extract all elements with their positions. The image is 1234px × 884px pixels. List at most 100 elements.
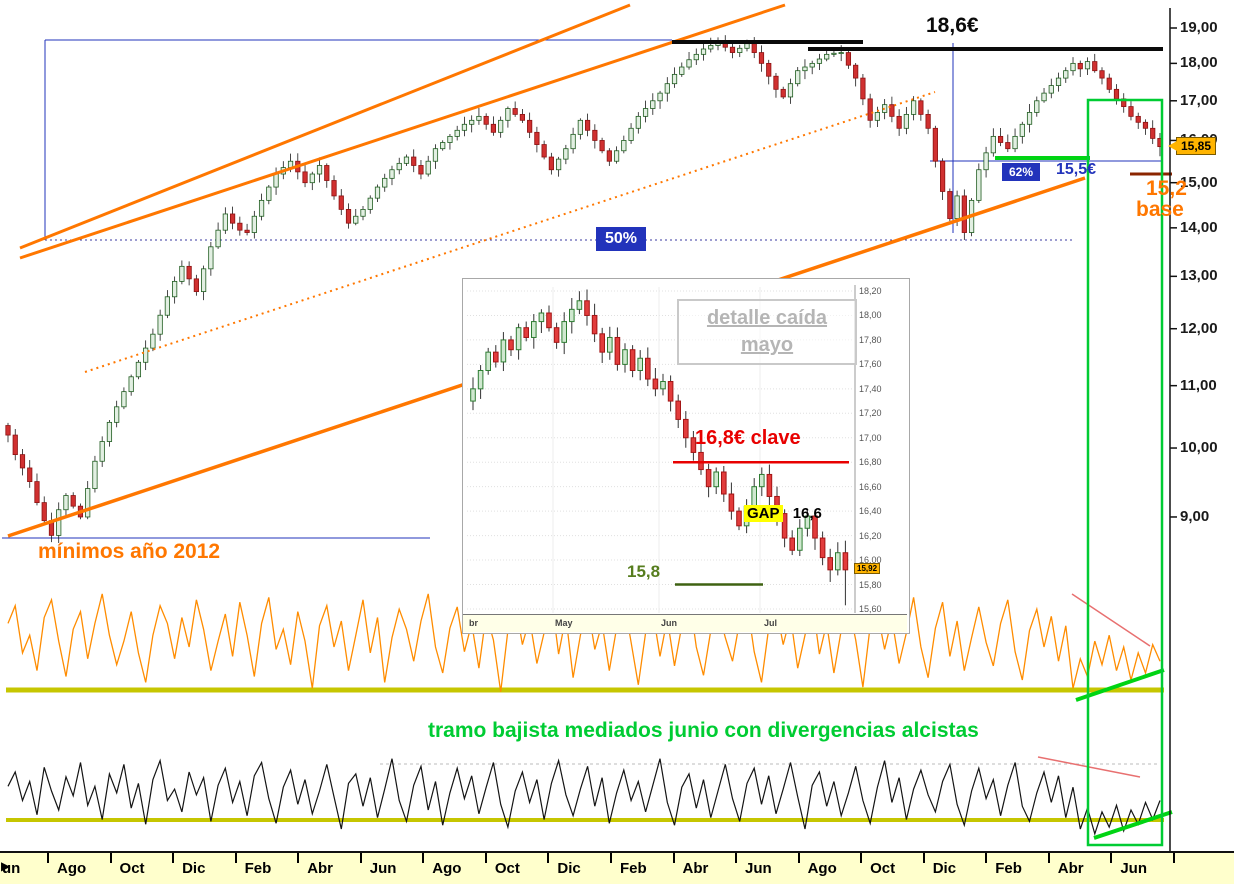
x-axis-label: Oct (119, 860, 145, 877)
inset-key-level-label[interactable]: 16,8€ clave (695, 427, 801, 449)
x-axis-label: Dic (182, 860, 206, 877)
x-axis-label: Ago (432, 860, 462, 877)
x-axis-tick (1047, 853, 1050, 863)
x-axis-tick (1110, 853, 1113, 863)
inset-x-axis-label: Jul (764, 618, 778, 628)
y-axis-tick: 13,00 (1180, 267, 1218, 285)
inset-detail-panel: detalle caída mayo 16,8€ clave GAP 16,6 … (462, 278, 910, 634)
x-axis-tick (172, 853, 175, 863)
support-price-label[interactable]: 15,5€ (1056, 161, 1097, 178)
scroll-arrow-icon[interactable]: ▶ (1, 859, 11, 873)
y-axis-tick: 10,00 (1180, 439, 1218, 457)
x-axis-label: Abr (307, 860, 334, 877)
bullish-divergence-line-osc2[interactable] (1093, 810, 1173, 840)
x-axis-label: Oct (870, 860, 896, 877)
resistance-price-label[interactable]: 18,6€ (926, 14, 979, 37)
inset-x-axis-label: Jun (661, 618, 678, 628)
x-axis-tick (109, 853, 112, 863)
x-axis-label: Abr (1057, 860, 1084, 877)
last-price-tag: 15,85 (1168, 137, 1217, 155)
inset-y-axis-tick: 17,60 (859, 359, 882, 370)
oscillator-black-line (7, 758, 1161, 836)
inset-y-axis-tick: 17,80 (859, 334, 882, 345)
x-axis-label: Oct (494, 860, 520, 877)
gap-price-label: 16,6 (792, 505, 822, 522)
x-axis-tick (484, 853, 487, 863)
inset-title-line1: detalle caída (706, 307, 828, 329)
x-axis-tick (797, 853, 800, 863)
inset-x-axis-label: br (469, 618, 478, 628)
base-price-label[interactable]: 15,2 (1146, 177, 1187, 200)
y-axis-tick: 17,00 (1180, 91, 1218, 109)
x-axis-tick (359, 853, 362, 863)
fib-62-badge[interactable]: 62% (1002, 163, 1041, 181)
inset-y-axis-tick: 17,40 (859, 383, 882, 394)
x-axis-label: Jun (745, 860, 772, 877)
x-axis-tick (860, 853, 863, 863)
time-axis: ▶ un Ago Oct Dic Feb Abr Jun Ago Oct Dic Feb Abr Jun… (0, 853, 1234, 884)
fib-retracement-lines (2, 39, 1163, 539)
highlight-rect-june-2013[interactable] (1086, 98, 1164, 847)
gap-highlight-label: GAP (744, 505, 783, 522)
x-axis-label: Abr (682, 860, 709, 877)
y-axis-tick: 18,00 (1180, 54, 1218, 72)
inset-y-axis-tick: 17,00 (859, 432, 882, 443)
x-axis-label: Feb (244, 860, 272, 877)
x-axis-tick (297, 853, 300, 863)
inset-y-axis-tick: 16,60 (859, 481, 882, 492)
bearish-trendline-osc1[interactable] (1071, 593, 1151, 647)
inset-y-axis-tick: 18,00 (859, 310, 882, 321)
inset-y-axis-tick: 16,00 (859, 555, 882, 566)
x-axis-label: Jun (1120, 860, 1148, 877)
inset-y-axis-tick: 18,20 (859, 286, 882, 296)
y-axis-tick: 14,00 (1180, 218, 1218, 236)
inset-y-axis-tick: 16,20 (859, 530, 882, 541)
y-axis-tick: 12,00 (1180, 319, 1218, 337)
y-axis-tick: 9,00 (1180, 507, 1210, 525)
inset-y-axis-tick: 15,60 (859, 603, 882, 614)
channel-midline (84, 91, 936, 373)
divergence-note-label[interactable]: tramo bajista mediados junio con diverge… (428, 719, 979, 742)
price-tag-arrow-icon (1168, 141, 1177, 151)
resistance-18-6-lines[interactable] (672, 40, 1163, 51)
x-axis-tick (1172, 853, 1175, 863)
bullish-divergence-line-osc1[interactable] (1075, 668, 1165, 702)
x-axis-label: un (2, 860, 21, 877)
y-axis-tick: 15,00 (1180, 173, 1218, 191)
fib-50-badge[interactable]: 50% (596, 227, 647, 251)
inset-y-axis-tick: 17,20 (859, 408, 882, 419)
inset-y-axis-tick: 16,40 (859, 506, 882, 517)
x-axis-label: Ago (57, 860, 87, 877)
x-axis-tick (609, 853, 612, 863)
x-axis-label: Ago (807, 860, 837, 877)
x-axis-tick (47, 853, 49, 863)
x-axis-tick (672, 853, 675, 863)
x-axis-tick (922, 853, 925, 863)
x-axis-tick (422, 853, 425, 863)
last-price-value: 15,85 (1181, 139, 1212, 153)
inset-title-box[interactable]: detalle caída mayo (677, 299, 857, 365)
y-axis-tick: 19,00 (1180, 19, 1218, 36)
x-axis-label: Dic (932, 860, 957, 877)
x-axis-label: Jun (369, 860, 397, 877)
inset-last-price-tag: 15,92 (854, 563, 881, 574)
x-axis-tick (735, 853, 738, 863)
minimos-2012-label[interactable]: mínimos año 2012 (38, 540, 221, 563)
x-axis-tick (547, 853, 550, 863)
inset-title-line2: mayo (740, 334, 794, 356)
x-axis-label: Feb (619, 860, 647, 877)
x-axis-tick (234, 853, 237, 863)
x-axis-label: Feb (995, 860, 1022, 877)
inset-y-axis-tick: 16,80 (859, 457, 882, 468)
inset-y-axis-tick: 15,80 (859, 579, 882, 590)
inset-gap-note[interactable]: GAP 16,6 (744, 505, 822, 522)
y-axis-tick: 11,00 (1180, 376, 1217, 394)
x-axis-tick (985, 853, 988, 863)
base-word-label[interactable]: base (1136, 198, 1184, 221)
inset-low-label[interactable]: 15,8 (627, 562, 661, 581)
inset-time-axis: br May Jun Jul (463, 614, 907, 632)
price-axis: 19,0018,0017,0016,0015,0014,0013,0012,00… (1180, 0, 1234, 852)
inset-x-axis-label: May (555, 618, 573, 628)
x-axis-label: Dic (557, 860, 581, 877)
